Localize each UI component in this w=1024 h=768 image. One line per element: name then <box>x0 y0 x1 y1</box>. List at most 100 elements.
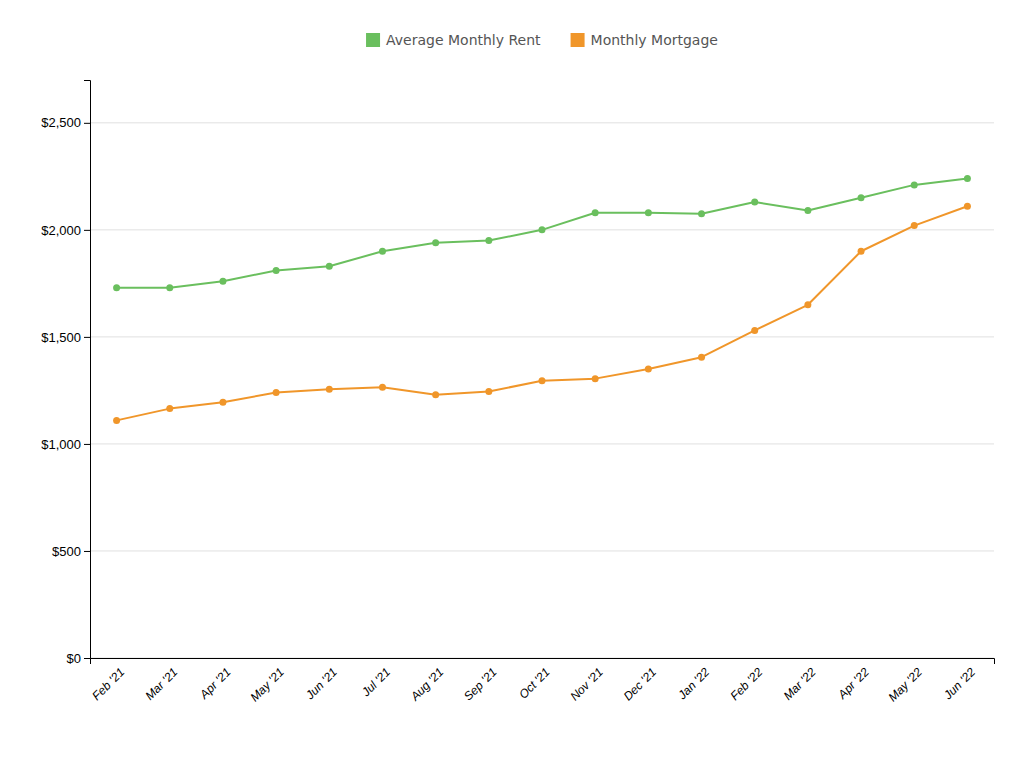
point <box>645 209 652 216</box>
series <box>113 203 971 424</box>
x-tick-label: Aug '21 <box>407 665 446 704</box>
point <box>166 405 173 412</box>
legend-item: Average Monthly Rent <box>366 32 541 48</box>
legend-item: Monthly Mortgage <box>571 32 718 48</box>
point <box>911 222 918 229</box>
legend-swatch <box>366 33 380 47</box>
point <box>113 284 120 291</box>
y-tick: $0 <box>67 651 90 666</box>
x-tick: Jan '22 <box>675 665 713 703</box>
x-tick-label: Feb '22 <box>727 665 765 703</box>
point <box>485 388 492 395</box>
x-tick-label: Apr '21 <box>196 665 233 702</box>
x-tick: Apr '22 <box>835 665 872 702</box>
grid-line <box>90 550 994 551</box>
point <box>592 375 599 382</box>
x-tick: Jul '21 <box>358 665 393 700</box>
point <box>326 263 333 270</box>
y-axis-line <box>84 81 91 659</box>
x-tick-label: May '21 <box>247 665 286 704</box>
point <box>432 391 439 398</box>
x-tick-label: Apr '22 <box>835 665 872 702</box>
x-tick: Jun '22 <box>940 665 978 703</box>
point <box>219 399 226 406</box>
x-tick: May '21 <box>247 665 286 704</box>
chart: $0 $500 $1,000 $1,500 $2,000 $2,500 Feb '21 Mar… <box>0 0 1024 768</box>
point <box>964 175 971 182</box>
point <box>698 354 705 361</box>
x-tick: Nov '21 <box>567 665 605 703</box>
y-tick: $2,500 <box>41 115 90 130</box>
point <box>485 237 492 244</box>
point <box>326 386 333 393</box>
point <box>592 209 599 216</box>
x-tick: Apr '21 <box>196 665 233 702</box>
point <box>804 207 811 214</box>
x-tick-label: Jan '22 <box>675 665 713 703</box>
x-tick-label: May '22 <box>886 665 926 705</box>
point <box>273 389 280 396</box>
point <box>379 384 386 391</box>
point <box>219 278 226 285</box>
x-tick: Mar '22 <box>781 665 819 703</box>
grid-line <box>90 122 994 123</box>
x-tick: Feb '21 <box>89 665 127 703</box>
line <box>117 206 968 420</box>
point <box>113 417 120 424</box>
x-tick-label: Mar '21 <box>143 665 181 703</box>
x-tick-label: Oct '21 <box>516 665 553 702</box>
grid-line <box>90 336 994 337</box>
x-tick-label: Nov '21 <box>567 665 605 703</box>
x-tick: Oct '21 <box>516 665 553 702</box>
y-tick: $2,000 <box>41 223 90 238</box>
y-tick-label: $500 <box>52 544 81 559</box>
x-tick: Sep '21 <box>461 665 499 703</box>
x-tick: Feb '22 <box>727 665 765 703</box>
x-tick-label: Jul '21 <box>358 665 393 700</box>
y-tick-mark <box>84 658 90 659</box>
x-tick: Aug '21 <box>407 665 446 704</box>
point <box>751 199 758 206</box>
x-tick-label: Mar '22 <box>781 665 819 703</box>
x-tick-label: Jun '22 <box>940 665 978 703</box>
point <box>645 366 652 373</box>
point <box>858 194 865 201</box>
y-tick-label: $1,500 <box>41 330 81 345</box>
x-tick-label: Feb '21 <box>89 665 127 703</box>
point <box>858 248 865 255</box>
y-tick-mark <box>84 123 90 124</box>
x-tick: Dec '21 <box>621 665 659 703</box>
y-tick-label: $2,000 <box>41 223 81 238</box>
point <box>751 327 758 334</box>
legend: Average Monthly Rent Monthly Mortgage <box>366 32 718 48</box>
point <box>911 181 918 188</box>
grid-line <box>90 443 994 444</box>
x-axis-line <box>91 659 995 665</box>
legend-label: Average Monthly Rent <box>386 32 541 48</box>
y-tick-mark <box>84 551 90 552</box>
legend-swatch <box>571 33 585 47</box>
x-tick: May '22 <box>886 665 926 705</box>
x-tick: Jun '21 <box>302 665 340 703</box>
point <box>166 284 173 291</box>
marks <box>113 175 971 424</box>
y-tick-mark <box>84 337 90 338</box>
plot: $0 $500 $1,000 $1,500 $2,000 $2,500 Feb '21 Mar… <box>41 81 994 705</box>
x-tick-label: Sep '21 <box>461 665 499 703</box>
y-tick: $500 <box>52 544 90 559</box>
point <box>432 239 439 246</box>
y-axis: $0 $500 $1,000 $1,500 $2,000 $2,500 <box>41 81 90 666</box>
point <box>804 301 811 308</box>
point <box>379 248 386 255</box>
grid <box>90 123 994 658</box>
point <box>964 203 971 210</box>
point <box>539 226 546 233</box>
y-tick-label: $1,000 <box>41 437 81 452</box>
point <box>273 267 280 274</box>
y-tick-label: $2,500 <box>41 115 81 130</box>
x-axis: Feb '21 Mar '21 Apr '21 May '21 Jun '21 Jul '… <box>89 659 994 705</box>
y-tick-mark <box>84 444 90 445</box>
x-tick: Mar '21 <box>143 665 181 703</box>
y-tick: $1,000 <box>41 437 90 452</box>
point <box>698 210 705 217</box>
